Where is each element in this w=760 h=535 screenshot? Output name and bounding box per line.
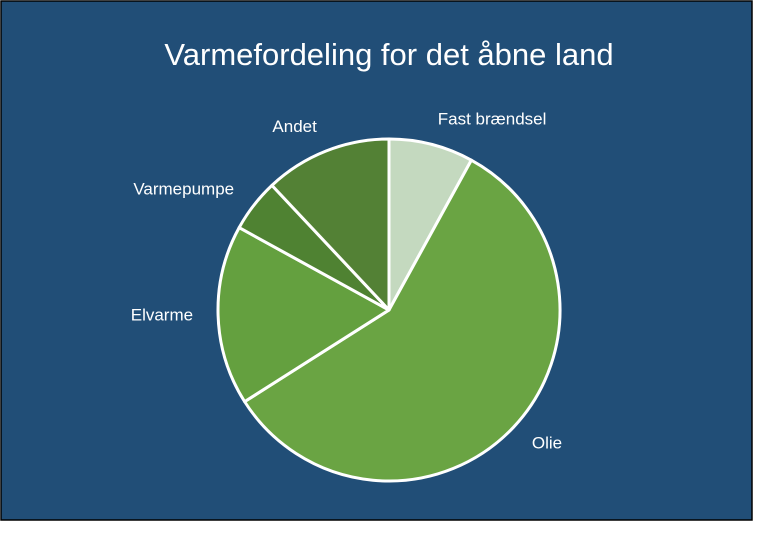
slice-label: Andet	[272, 117, 317, 136]
slice-label: Elvarme	[131, 306, 193, 325]
chart-title: Varmefordeling for det åbne land	[164, 37, 613, 72]
slice-label: Olie	[532, 434, 562, 453]
pie-slice	[216, 226, 391, 404]
slice-label: Varmepumpe	[133, 179, 234, 198]
pie-slice	[243, 158, 562, 483]
slice-label: Fast brændsel	[438, 110, 547, 129]
pie-slice	[270, 137, 391, 312]
